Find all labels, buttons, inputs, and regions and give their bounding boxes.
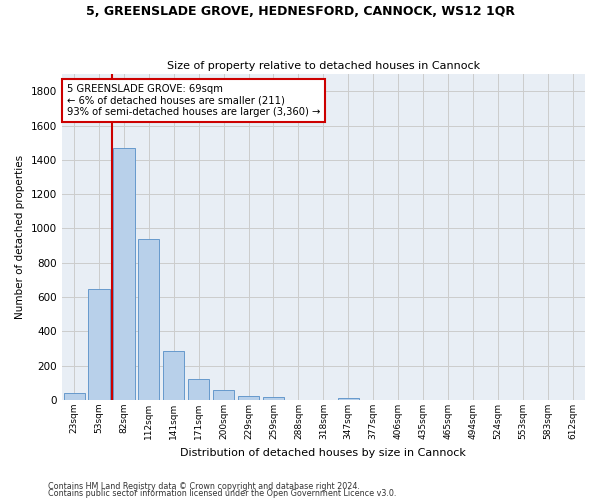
Bar — [138, 239, 160, 400]
Text: 5, GREENSLADE GROVE, HEDNESFORD, CANNOCK, WS12 1QR: 5, GREENSLADE GROVE, HEDNESFORD, CANNOCK… — [86, 5, 515, 18]
Bar — [88, 290, 110, 400]
Bar — [213, 390, 234, 400]
Bar — [113, 148, 134, 400]
Bar — [64, 393, 85, 400]
Bar — [238, 396, 259, 400]
Title: Size of property relative to detached houses in Cannock: Size of property relative to detached ho… — [167, 60, 480, 70]
Text: 5 GREENSLADE GROVE: 69sqm
← 6% of detached houses are smaller (211)
93% of semi-: 5 GREENSLADE GROVE: 69sqm ← 6% of detach… — [67, 84, 320, 117]
Bar — [188, 378, 209, 400]
Bar — [338, 398, 359, 400]
Text: Contains public sector information licensed under the Open Government Licence v3: Contains public sector information licen… — [48, 489, 397, 498]
Bar — [163, 351, 184, 400]
Text: Contains HM Land Registry data © Crown copyright and database right 2024.: Contains HM Land Registry data © Crown c… — [48, 482, 360, 491]
Y-axis label: Number of detached properties: Number of detached properties — [15, 155, 25, 319]
X-axis label: Distribution of detached houses by size in Cannock: Distribution of detached houses by size … — [181, 448, 466, 458]
Bar — [263, 398, 284, 400]
